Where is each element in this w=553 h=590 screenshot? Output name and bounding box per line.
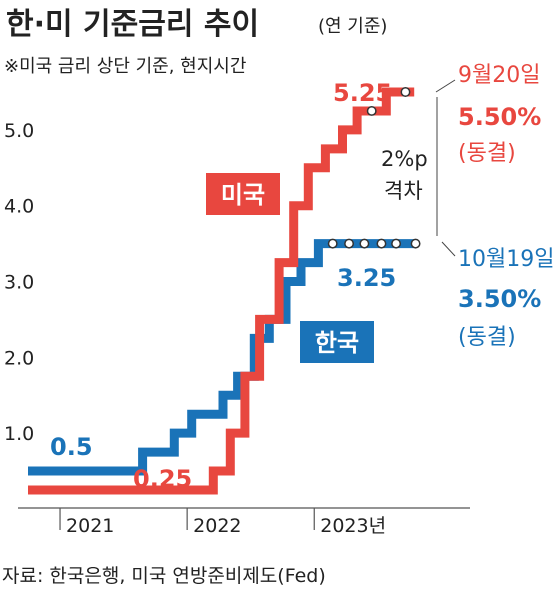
us-rate-line (28, 87, 415, 495)
us-end-value: 5.50% (458, 103, 541, 131)
us-label: 미국 (221, 181, 265, 209)
gap-annotation-line1: 2%p (381, 147, 428, 171)
us-label-bg (206, 173, 280, 215)
korea-low-annotation: 0.5 (50, 433, 93, 461)
series-layer (28, 87, 421, 495)
x-tick-label: 2022 (193, 515, 241, 537)
korea-hold-marker (344, 238, 355, 249)
us-end-date: 9월20일 (458, 63, 540, 88)
us-low-annotation: 0.25 (133, 465, 192, 493)
korea-hold-marker (391, 238, 402, 249)
korea-hold-marker (376, 238, 387, 249)
y-tick-label: 4.0 (4, 196, 34, 218)
y-tick-label: 5.0 (4, 120, 34, 142)
y-tick-label: 2.0 (4, 347, 34, 369)
korea-label: 한국 (315, 329, 359, 357)
us-mid-annotation: 5.25 (333, 79, 392, 107)
chart-title-suffix: (연 기준) (318, 16, 387, 37)
y-axis: 1.0 2.0 3.0 4.0 5.0 (4, 120, 34, 445)
us-hold-marker (366, 106, 377, 116)
korea-hold-marker (410, 238, 421, 249)
korea-end-status: (동결) (458, 325, 516, 350)
x-tick-label: 2023년 (320, 515, 386, 537)
chart-note: ※미국 금리 상단 기준, 현지시간 (4, 56, 246, 77)
korea-label-box: 한국 (300, 321, 374, 363)
gap-annotation-line2: 격차 (384, 179, 423, 203)
us-label-box: 미국 (206, 173, 280, 215)
us-hold-marker (400, 87, 411, 97)
source-text: 자료: 한국은행, 미국 연방준비제도(Fed) (2, 565, 326, 587)
y-tick-label: 3.0 (4, 272, 34, 294)
chart-title: 한·미 기준금리 추이 (6, 7, 259, 42)
x-axis: 2021 2022 2023년 (59, 508, 386, 537)
korea-end-leader (441, 241, 456, 257)
us-end-leader (435, 79, 456, 93)
korea-hold-marker (359, 238, 370, 249)
korea-end-date: 10월19일 (458, 247, 553, 272)
korea-hold-marker (327, 238, 338, 249)
us-end-status: (동결) (458, 141, 516, 166)
korea-label-bg (300, 321, 374, 363)
korea-end-value: 3.50% (458, 285, 541, 313)
y-tick-label: 1.0 (4, 423, 34, 445)
korea-mid-annotation: 3.25 (337, 264, 396, 292)
x-tick-label: 2021 (66, 515, 114, 537)
